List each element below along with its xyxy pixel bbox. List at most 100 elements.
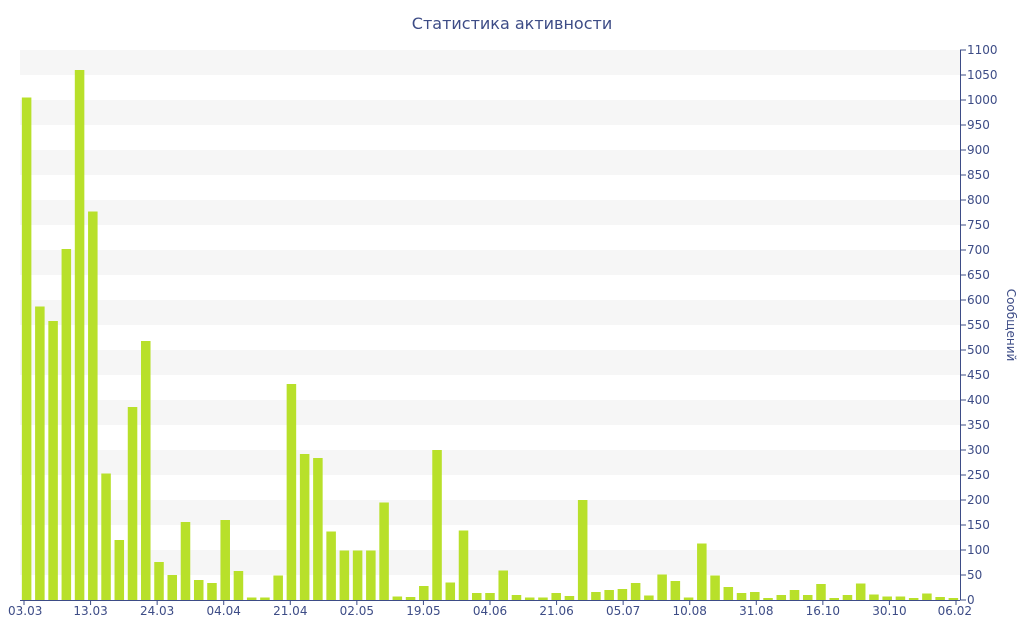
y-tick-label: 300 — [967, 443, 990, 457]
x-tick-label: 04.04 — [207, 604, 241, 618]
x-tick-label: 02.05 — [340, 604, 374, 618]
bar — [260, 597, 270, 600]
x-tick-label: 16.10 — [806, 604, 840, 618]
bar — [458, 530, 469, 600]
grid-band — [20, 300, 960, 325]
bar — [816, 584, 826, 600]
chart-title: Статистика активности — [411, 14, 613, 33]
y-tick-label: 700 — [967, 243, 990, 257]
bar — [141, 341, 151, 600]
bar — [432, 450, 442, 600]
bar — [485, 593, 495, 600]
y-tick-label: 400 — [967, 393, 990, 407]
grid-band — [20, 450, 960, 475]
bar — [220, 520, 230, 600]
x-tick-label: 13.03 — [73, 604, 107, 618]
bar — [21, 97, 32, 600]
bar — [657, 574, 667, 600]
bar — [697, 543, 707, 600]
bar — [114, 540, 125, 600]
bar — [405, 597, 416, 600]
grid-band — [20, 550, 960, 575]
y-tick-label: 0 — [967, 593, 975, 607]
y-tick-label: 1000 — [967, 93, 998, 107]
bar — [366, 550, 376, 600]
y-axis: 0 50 100 150 200 250 300 350 400 450 500 550 600 650 7… — [960, 43, 998, 607]
bar — [644, 595, 654, 600]
bar — [61, 249, 72, 600]
bar — [935, 597, 945, 600]
bar — [180, 522, 191, 600]
y-tick-label: 900 — [967, 143, 990, 157]
bar — [736, 593, 747, 600]
x-tick-label: 05.07 — [606, 604, 640, 618]
x-tick-label: 31.08 — [739, 604, 773, 618]
y-tick-label: 800 — [967, 193, 990, 207]
bar — [313, 458, 323, 600]
bar — [48, 321, 58, 600]
bar — [670, 581, 681, 600]
y-tick-label: 350 — [967, 418, 990, 432]
bar — [683, 597, 694, 600]
bar — [802, 595, 813, 600]
bar — [392, 596, 403, 600]
y-tick-label: 950 — [967, 118, 990, 132]
y-tick-label: 450 — [967, 368, 990, 382]
grid-band — [20, 350, 960, 375]
bar — [445, 582, 456, 600]
y-tick-label: 750 — [967, 218, 990, 232]
grid-band — [20, 500, 960, 525]
x-tick-label: 03.03 — [8, 604, 42, 618]
bar — [299, 454, 310, 600]
bar — [326, 531, 336, 600]
grid-band — [20, 200, 960, 225]
grid-band — [20, 400, 960, 425]
bar — [776, 595, 787, 600]
bar — [273, 575, 283, 600]
x-tick-label: 21.04 — [273, 604, 307, 618]
bar — [193, 580, 204, 600]
bar — [564, 596, 575, 600]
y-tick-label: 500 — [967, 343, 990, 357]
x-tick-label: 30.10 — [872, 604, 906, 618]
bar — [882, 596, 892, 600]
grid-bands — [20, 50, 960, 575]
bar — [922, 593, 932, 600]
bar — [617, 589, 628, 600]
bar — [789, 590, 800, 600]
bar — [551, 593, 561, 600]
y-tick-label: 50 — [967, 568, 982, 582]
y-tick-label: 850 — [967, 168, 990, 182]
bar — [869, 594, 879, 600]
y-tick-label: 1100 — [967, 43, 998, 57]
x-tick-label: 06.02 — [938, 604, 972, 618]
bar — [511, 595, 522, 600]
bar — [88, 211, 98, 600]
bar — [763, 598, 773, 600]
bar — [167, 575, 178, 600]
bar — [498, 570, 508, 600]
bar — [577, 500, 588, 600]
grid-band — [20, 150, 960, 175]
bar — [604, 590, 614, 600]
x-tick-label: 04.06 — [473, 604, 507, 618]
bar — [750, 592, 760, 600]
bar — [74, 70, 85, 600]
bar — [829, 598, 839, 600]
bar — [908, 598, 919, 600]
bar — [855, 583, 866, 600]
x-axis: 03.03 13.03 24.03 04.04 21.04 02.05 19.05 04.06… — [8, 600, 972, 618]
y-tick-label: 650 — [967, 268, 990, 282]
y-tick-label: 150 — [967, 518, 990, 532]
y-tick-label: 100 — [967, 543, 990, 557]
bar — [379, 502, 389, 600]
grid-band — [20, 250, 960, 275]
bar — [710, 575, 720, 600]
bar — [842, 595, 853, 600]
bar — [207, 583, 217, 600]
grid-band — [20, 100, 960, 125]
bar — [723, 587, 734, 600]
bar — [895, 596, 906, 600]
